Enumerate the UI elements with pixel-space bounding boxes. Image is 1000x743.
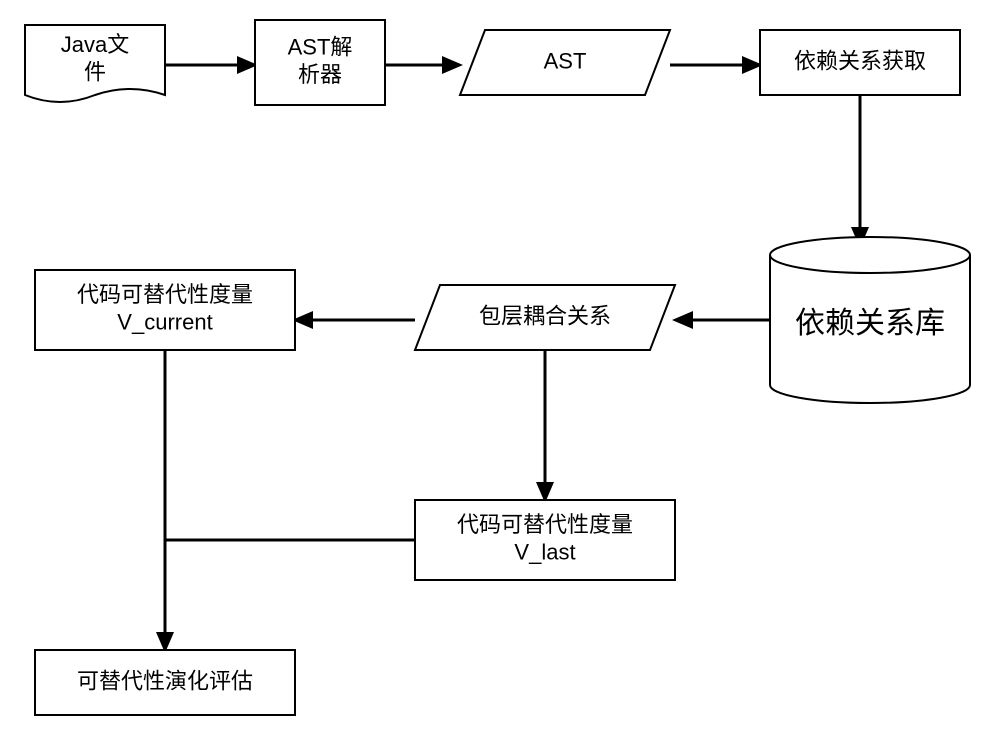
evolution-node: 可替代性演化评估 [35, 650, 295, 715]
pkg_coupling-node: 包层耦合关系 [415, 285, 675, 350]
node-label: AST [544, 48, 587, 73]
node-label: 代码可替代性度量 [77, 282, 253, 307]
node-label: 依赖关系库 [795, 307, 945, 340]
node-label: AST解 [288, 35, 353, 60]
ast-node: AST [460, 30, 670, 95]
node-label: V_last [514, 540, 575, 565]
node-label: 件 [84, 60, 106, 85]
nodes: Java文件AST解析器AST依赖关系获取依赖关系库包层耦合关系代码可替代性度量… [25, 20, 970, 715]
node-label: V_current [117, 310, 212, 335]
node-label: 可替代性演化评估 [77, 668, 253, 693]
dep_get-node: 依赖关系获取 [760, 30, 960, 95]
node-label: Java文 [61, 32, 129, 57]
node-label: 析器 [298, 62, 342, 87]
node-label: 依赖关系获取 [794, 48, 926, 73]
java_file-node: Java文件 [25, 25, 165, 102]
flowchart-diagram: Java文件AST解析器AST依赖关系获取依赖关系库包层耦合关系代码可替代性度量… [0, 0, 1000, 743]
v_current-node: 代码可替代性度量 V_current [35, 270, 295, 350]
node-label: 包层耦合关系 [479, 303, 611, 328]
ast_parser-node: AST解析器 [255, 20, 385, 105]
node-label: 代码可替代性度量 [457, 512, 633, 537]
v_last-node: 代码可替代性度量 V_last [415, 500, 675, 580]
dep_lib-node: 依赖关系库 [770, 237, 970, 403]
